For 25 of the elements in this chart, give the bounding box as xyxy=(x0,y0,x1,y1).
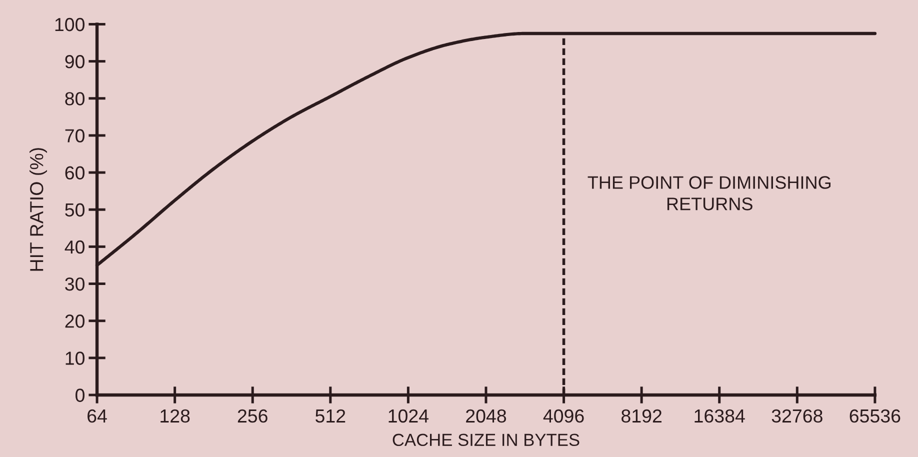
x-tick-label: 512 xyxy=(316,409,346,423)
y-tick-label: 0 xyxy=(76,388,84,402)
y-tick-label: 50 xyxy=(65,203,84,217)
x-tick-label: 1024 xyxy=(388,409,429,423)
x-tick-label: 65536 xyxy=(850,409,900,423)
x-tick-label: 4096 xyxy=(543,409,584,423)
y-tick-label: 60 xyxy=(65,166,84,180)
x-axis-title: CACHE SIZE IN BYTES xyxy=(392,434,580,446)
x-tick-label: 32768 xyxy=(772,409,822,423)
x-tick-label: 256 xyxy=(238,409,268,423)
y-tick-label: 70 xyxy=(65,129,84,142)
y-tick-label: 20 xyxy=(65,314,84,328)
x-tick-label: 128 xyxy=(160,409,190,423)
x-tick-label: 8192 xyxy=(622,409,662,423)
ref-line-label: THE POINT OF DIMINISHING RETURNS xyxy=(588,176,830,210)
x-tick-label: 64 xyxy=(88,409,107,423)
y-tick-label: 10 xyxy=(66,352,84,365)
x-tick-label: 2048 xyxy=(466,409,506,423)
y-tick-label: 80 xyxy=(65,92,84,106)
y-axis-title: HIT RATIO (%) xyxy=(30,148,47,271)
y-tick-label: 90 xyxy=(65,55,84,68)
y-tick-label: 100 xyxy=(55,18,84,32)
y-tick-label: 30 xyxy=(65,277,84,291)
y-tick-label: 40 xyxy=(64,240,84,254)
x-tick-label: 16384 xyxy=(694,409,745,423)
